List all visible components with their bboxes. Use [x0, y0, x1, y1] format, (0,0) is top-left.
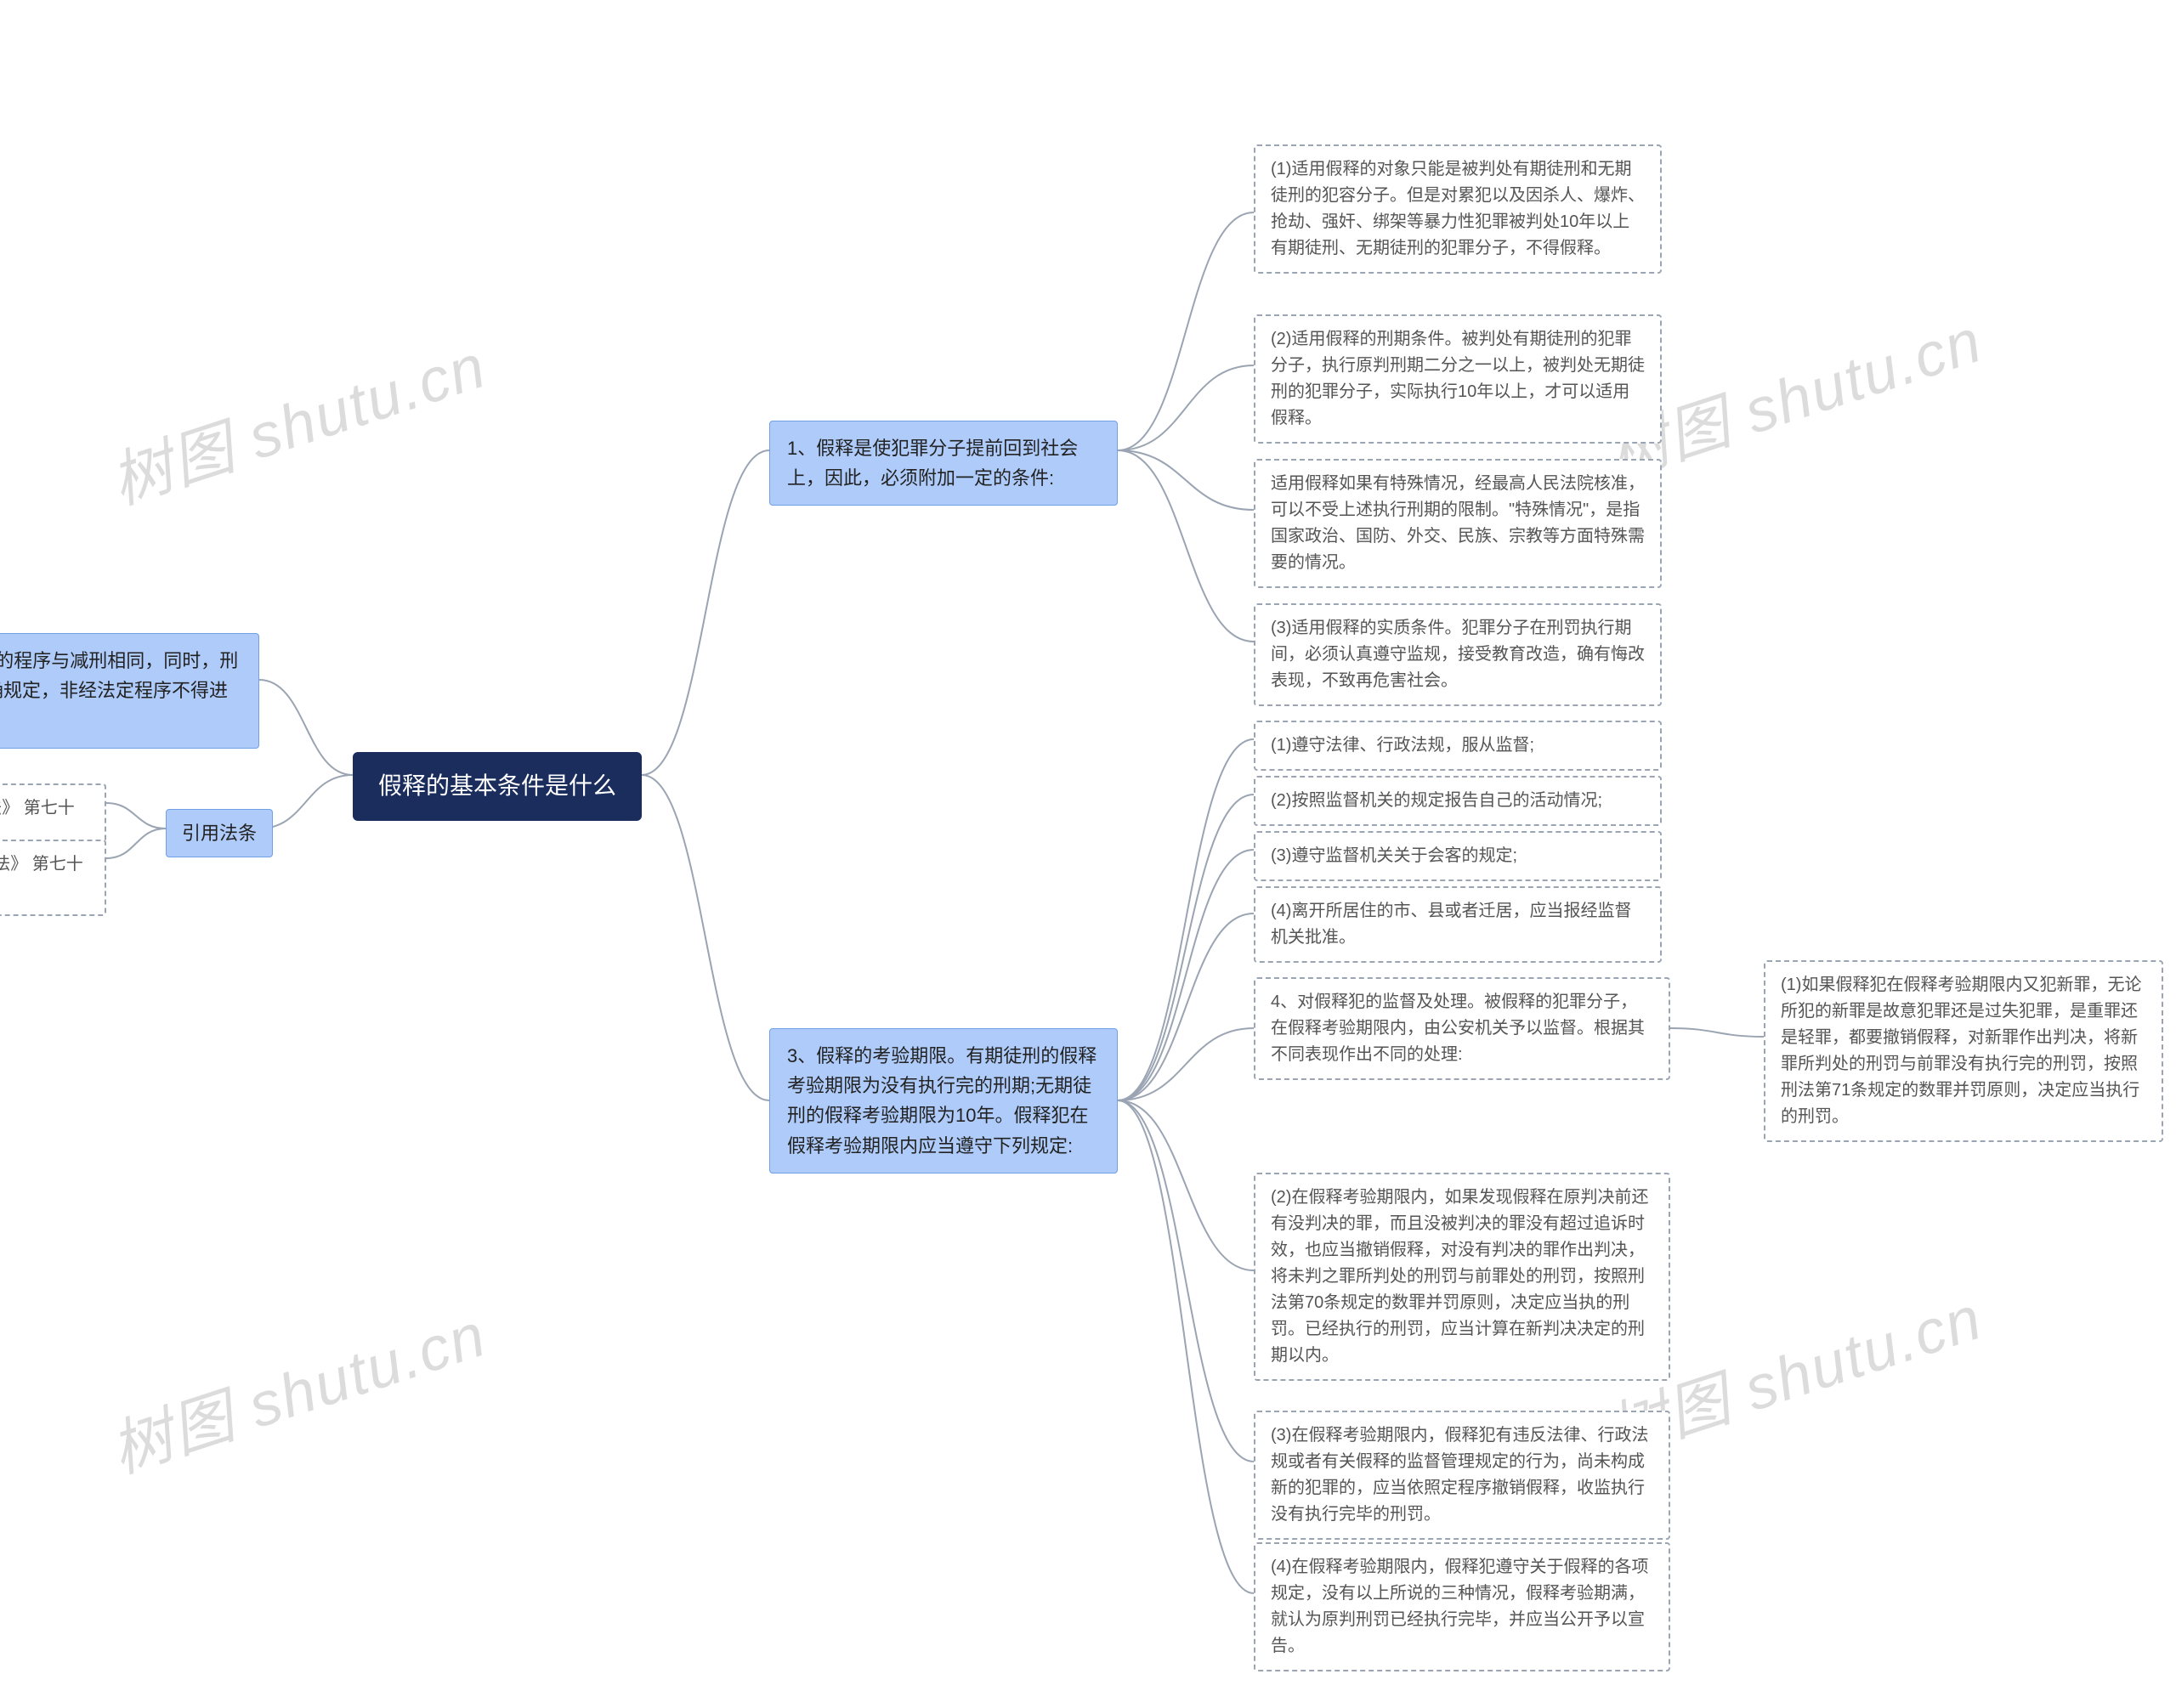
branch-1: 1、假释是使犯罪分子提前回到社会上，因此，必须附加一定的条件: [769, 421, 1118, 506]
watermark: 树图 shutu.cn [98, 1285, 496, 1490]
branch-3: 3、假释的考验期限。有期徒刑的假释考验期限为没有执行完的刑期;无期徒刑的假释考验… [769, 1028, 1118, 1174]
branch3-leaf-t1: (1)遵守法律、行政法规，服从监督; [1254, 721, 1662, 771]
connectors-svg [0, 0, 2176, 1708]
branch3-sub-leaf-2: (2)在假释考验期限内，如果发现假释在原判决前还有没判决的罪，而且没被判决的罪没… [1254, 1173, 1670, 1381]
branch1-leaf-2: (2)适用假释的刑期条件。被判处有期徒刑的犯罪分子，执行原判刑期二分之一以上，被… [1254, 314, 1662, 444]
branch3-sub-leaf-4: (4)在假释考验期限内，假释犯遵守关于假释的各项规定，没有以上所说的三种情况，假… [1254, 1542, 1670, 1671]
branch3-sub: 4、对假释犯的监督及处理。被假释的犯罪分子，在假释考验期限内，由公安机关予以监督… [1254, 977, 1670, 1080]
branch-2: 2、假释的程序与减刑相同，同时，刑法也明确规定，非经法定程序不得进行 假释。 [0, 633, 259, 749]
refs-title: 引用法条 [166, 809, 273, 857]
branch3-sub-leaf-1: (1)如果假释犯在假释考验期限内又犯新罪，无论所犯的新罪是故意犯罪还是过失犯罪，… [1764, 960, 2163, 1142]
branch1-leaf-4: (3)适用假释的实质条件。犯罪分子在刑罚执行期间，必须认真遵守监规，接受教育改造… [1254, 603, 1662, 706]
branch3-leaf-t4: (4)离开所居住的市、县或者迁居，应当报经监督机关批准。 [1254, 886, 1662, 963]
branch3-leaf-t2: (2)按照监督机关的规定报告自己的活动情况; [1254, 776, 1662, 826]
branch3-leaf-t3: (3)遵守监督机关关于会客的规定; [1254, 831, 1662, 881]
root-node: 假释的基本条件是什么 [353, 752, 642, 821]
branch1-leaf-3: 适用假释如果有特殊情况，经最高人民法院核准，可以不受上述执行刑期的限制。"特殊情… [1254, 459, 1662, 588]
branch1-leaf-1: (1)适用假释的对象只能是被判处有期徒刑和无期徒刑的犯容分子。但是对累犯以及因杀… [1254, 144, 1662, 274]
watermark: 树图 shutu.cn [98, 316, 496, 521]
branch3-sub-leaf-3: (3)在假释考验期限内，假释犯有违反法律、行政法规或者有关假释的监督管理规定的行… [1254, 1411, 1670, 1540]
ref-2: [2]《中华人民共和国刑法》 第七十条 [0, 840, 106, 916]
